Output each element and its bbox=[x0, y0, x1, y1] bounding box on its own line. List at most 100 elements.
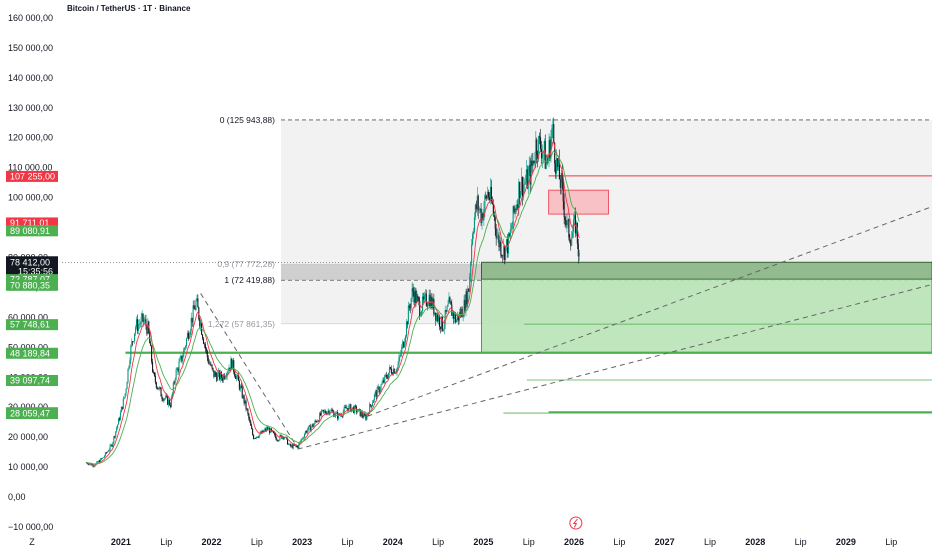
candle-body bbox=[143, 320, 145, 322]
candle-body bbox=[104, 452, 106, 457]
candle-body bbox=[470, 263, 472, 277]
candle-body bbox=[202, 338, 205, 344]
candle-body bbox=[400, 353, 402, 356]
candle-body bbox=[360, 412, 362, 417]
candle-body bbox=[556, 158, 559, 167]
candle-body bbox=[500, 241, 502, 256]
candle-body bbox=[506, 239, 508, 246]
candle-body bbox=[279, 435, 281, 440]
candle-body bbox=[185, 345, 187, 348]
candle-body bbox=[189, 330, 191, 336]
candle-body bbox=[335, 412, 337, 416]
candle-body bbox=[101, 457, 104, 459]
candle-body bbox=[514, 208, 516, 213]
candle-body bbox=[414, 290, 416, 303]
candle-body bbox=[491, 200, 493, 204]
candle-body bbox=[557, 158, 560, 167]
candle-body bbox=[309, 425, 311, 431]
candle-body bbox=[238, 380, 240, 390]
candle-body bbox=[119, 412, 122, 420]
candle-body bbox=[501, 255, 503, 257]
candle-body bbox=[195, 300, 197, 310]
annotations: 0 (125 943,88) 0,9 (77 772,28) 1 (72 419,8… bbox=[62, 115, 932, 450]
candle-body bbox=[186, 332, 189, 339]
candle-body bbox=[295, 445, 297, 447]
candle-body bbox=[553, 124, 555, 143]
candle-body bbox=[160, 387, 162, 397]
candle-body bbox=[362, 415, 364, 418]
candle-body bbox=[435, 312, 437, 321]
candle-body bbox=[123, 397, 125, 399]
x-tick-label: Lip bbox=[432, 537, 444, 547]
candle-body bbox=[446, 306, 448, 312]
candle-body bbox=[572, 231, 574, 239]
red-zone bbox=[548, 189, 609, 215]
candle-body bbox=[473, 217, 476, 232]
candle-body bbox=[333, 411, 335, 417]
candle-body bbox=[417, 295, 419, 298]
candle-body bbox=[330, 410, 332, 413]
candle-body bbox=[221, 377, 223, 381]
downtrend-line bbox=[200, 293, 299, 448]
candle-body bbox=[388, 367, 391, 373]
candle-body bbox=[566, 221, 568, 225]
candle-body bbox=[387, 377, 389, 379]
candle-body bbox=[115, 431, 117, 438]
candle-body bbox=[372, 400, 374, 403]
candle-body bbox=[375, 391, 377, 397]
candle-body bbox=[461, 308, 463, 318]
uptrend-line-lower bbox=[297, 283, 932, 450]
candle-body bbox=[154, 375, 156, 383]
candle-body bbox=[139, 324, 141, 325]
candle-body bbox=[475, 204, 477, 210]
candle-body bbox=[561, 172, 563, 183]
candle-body bbox=[381, 383, 383, 385]
candle-body bbox=[253, 434, 255, 439]
candle-body bbox=[481, 213, 483, 224]
candle-body bbox=[529, 164, 531, 185]
candle-body bbox=[157, 388, 159, 390]
candle-body bbox=[271, 430, 273, 432]
candle-body bbox=[571, 238, 573, 246]
price-badge bbox=[6, 170, 58, 182]
candle-body bbox=[308, 425, 310, 427]
candle-body bbox=[425, 293, 427, 306]
candle-body bbox=[336, 412, 338, 413]
candle-body bbox=[167, 396, 169, 405]
price-badge-label: 107 255,00 bbox=[10, 171, 55, 181]
candle-body bbox=[404, 342, 406, 348]
candle-body bbox=[371, 405, 373, 407]
candle-body bbox=[482, 213, 484, 220]
candle-body bbox=[343, 407, 345, 412]
price-badge-label: 91 711,01 bbox=[10, 218, 49, 228]
candle-body bbox=[539, 136, 541, 138]
candle-body bbox=[496, 235, 498, 239]
candle-body bbox=[165, 395, 167, 399]
candle-body bbox=[392, 368, 394, 375]
candle-body bbox=[272, 431, 274, 434]
candle-body bbox=[437, 314, 439, 322]
candle-body bbox=[116, 427, 118, 432]
candle-body bbox=[322, 409, 324, 412]
chart-title: Bitcoin / TetherUS · 1T · Binance bbox=[67, 4, 191, 13]
candle-body bbox=[467, 288, 469, 305]
candle-body bbox=[570, 241, 572, 246]
candle-body bbox=[169, 404, 172, 407]
candle-body bbox=[211, 364, 213, 368]
candle-body bbox=[356, 411, 358, 413]
candle-body bbox=[494, 216, 496, 229]
x-tick-label: Lip bbox=[885, 537, 897, 547]
fib-label-3: 1,272 (57 861,35) bbox=[208, 319, 275, 329]
candle-body bbox=[406, 321, 408, 325]
candle-body bbox=[332, 410, 334, 412]
candle-body bbox=[576, 222, 578, 244]
candle-body bbox=[568, 219, 570, 238]
candle-body bbox=[413, 291, 415, 303]
fib-label-2: 1 (72 419,88) bbox=[224, 275, 275, 285]
candle-body bbox=[193, 305, 195, 309]
candle-body bbox=[449, 297, 451, 302]
candle-body bbox=[290, 445, 292, 447]
candle-body bbox=[452, 311, 454, 316]
